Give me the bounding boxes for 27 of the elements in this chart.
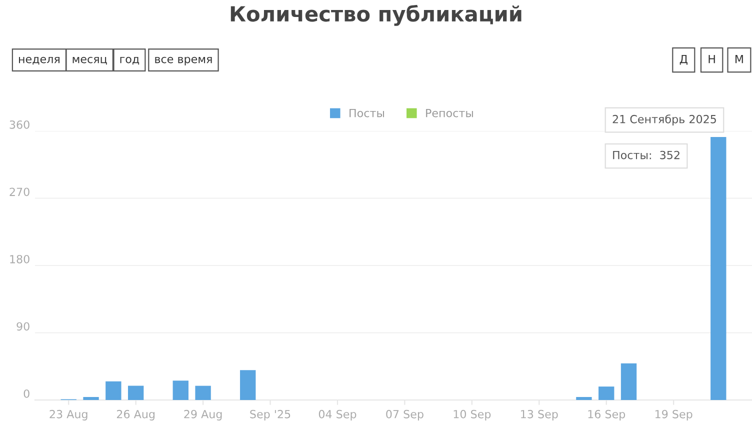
x-tick-label: 04 Sep xyxy=(318,410,356,420)
legend-label: Посты xyxy=(350,108,384,118)
y-tick-label: 270 xyxy=(10,188,30,196)
y-tick-label: 0 xyxy=(24,389,30,398)
x-tick-label: Sep '25 xyxy=(250,410,290,420)
y-tick-label: 360 xyxy=(10,120,30,129)
text: М xyxy=(736,54,743,64)
text: неделя xyxy=(19,56,60,65)
y-tick-label: 90 xyxy=(16,322,30,331)
x-tick-label: 29 Aug xyxy=(184,410,222,420)
legend-label: Репосты xyxy=(426,108,473,118)
annotation: Посты: 352 xyxy=(613,150,680,160)
x-tick-label: 23 Aug xyxy=(50,410,88,420)
text: месяц xyxy=(72,56,107,65)
text: Н xyxy=(708,54,715,64)
text: Д xyxy=(680,54,688,65)
text: год xyxy=(120,56,140,65)
x-tick-label: 07 Sep xyxy=(386,410,424,420)
text: все время xyxy=(155,56,212,66)
x-tick-label: 13 Sep xyxy=(521,410,558,420)
x-tick-label: 19 Sep xyxy=(655,410,692,420)
x-tick-label: 26 Aug xyxy=(116,410,154,420)
chart-title: Количество публикаций xyxy=(230,4,522,26)
x-tick-label: 10 Sep xyxy=(454,410,491,420)
text: 21 Сентябрь 2025 xyxy=(612,114,716,126)
x-tick-label: 16 Sep xyxy=(588,410,626,420)
y-tick-label: 180 xyxy=(10,254,30,264)
